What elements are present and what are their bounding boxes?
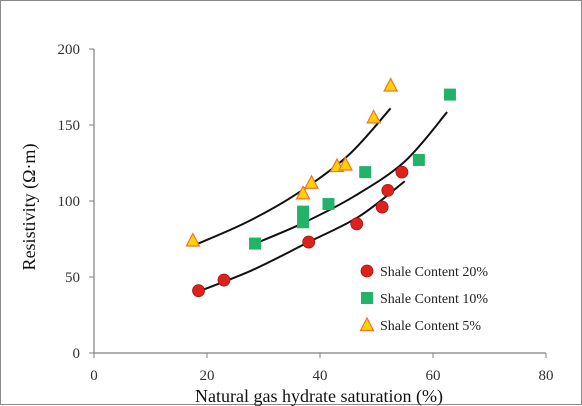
data-point-series-1 xyxy=(302,235,316,249)
data-point-series-3 xyxy=(366,109,382,124)
y-tick-label: 200 xyxy=(58,42,81,58)
legend-label-series-2: Shale Content 10% xyxy=(380,292,488,307)
data-point-series-3 xyxy=(337,156,353,171)
y-tick-label: 0 xyxy=(73,346,81,362)
data-point-series-2 xyxy=(322,198,335,211)
legend-marker-series-3 xyxy=(359,316,375,332)
data-points xyxy=(185,77,456,298)
legend-marker-series-1 xyxy=(360,264,374,278)
y-axis-title: Resistivity (Ω·m) xyxy=(19,144,40,271)
legend-marker-series-2 xyxy=(361,292,373,304)
y-tick-label: 100 xyxy=(58,194,81,210)
data-point-series-1 xyxy=(375,200,389,214)
data-point-series-1 xyxy=(381,183,395,197)
data-point-series-2 xyxy=(359,166,372,179)
y-tick-label: 150 xyxy=(58,118,81,134)
trend-lines xyxy=(192,107,448,293)
x-axis-title: Natural gas hydrate saturation (%) xyxy=(195,386,443,406)
data-point-series-2 xyxy=(297,216,310,229)
data-point-series-1 xyxy=(395,165,409,179)
data-point-series-1 xyxy=(192,284,205,298)
y-tick-label: 50 xyxy=(65,270,80,286)
x-tick-label: 60 xyxy=(426,368,441,384)
legend-label-series-3: Shale Content 5% xyxy=(380,319,481,334)
trend-line-2 xyxy=(254,111,448,245)
data-point-series-3 xyxy=(304,174,320,189)
x-tick-label: 40 xyxy=(313,368,328,384)
legend: Shale Content 20% Shale Content 10% Shale … xyxy=(359,264,488,334)
x-tick-label: 80 xyxy=(539,368,554,384)
data-point-series-2 xyxy=(297,205,310,218)
axes: 0 20 40 60 80 0 50 100 150 200 xyxy=(58,42,554,384)
legend-label-series-1: Shale Content 20% xyxy=(380,265,488,280)
data-point-series-1 xyxy=(217,273,231,287)
trend-line-3 xyxy=(192,107,392,247)
data-point-series-2 xyxy=(412,153,425,166)
data-point-series-3 xyxy=(185,232,201,247)
x-tick-label: 0 xyxy=(90,368,98,384)
data-point-series-1 xyxy=(350,217,364,231)
data-point-series-2 xyxy=(443,88,456,101)
data-point-series-3 xyxy=(383,77,399,92)
data-point-series-3 xyxy=(295,185,311,200)
data-point-series-2 xyxy=(249,237,262,250)
x-tick-label: 20 xyxy=(200,368,215,384)
